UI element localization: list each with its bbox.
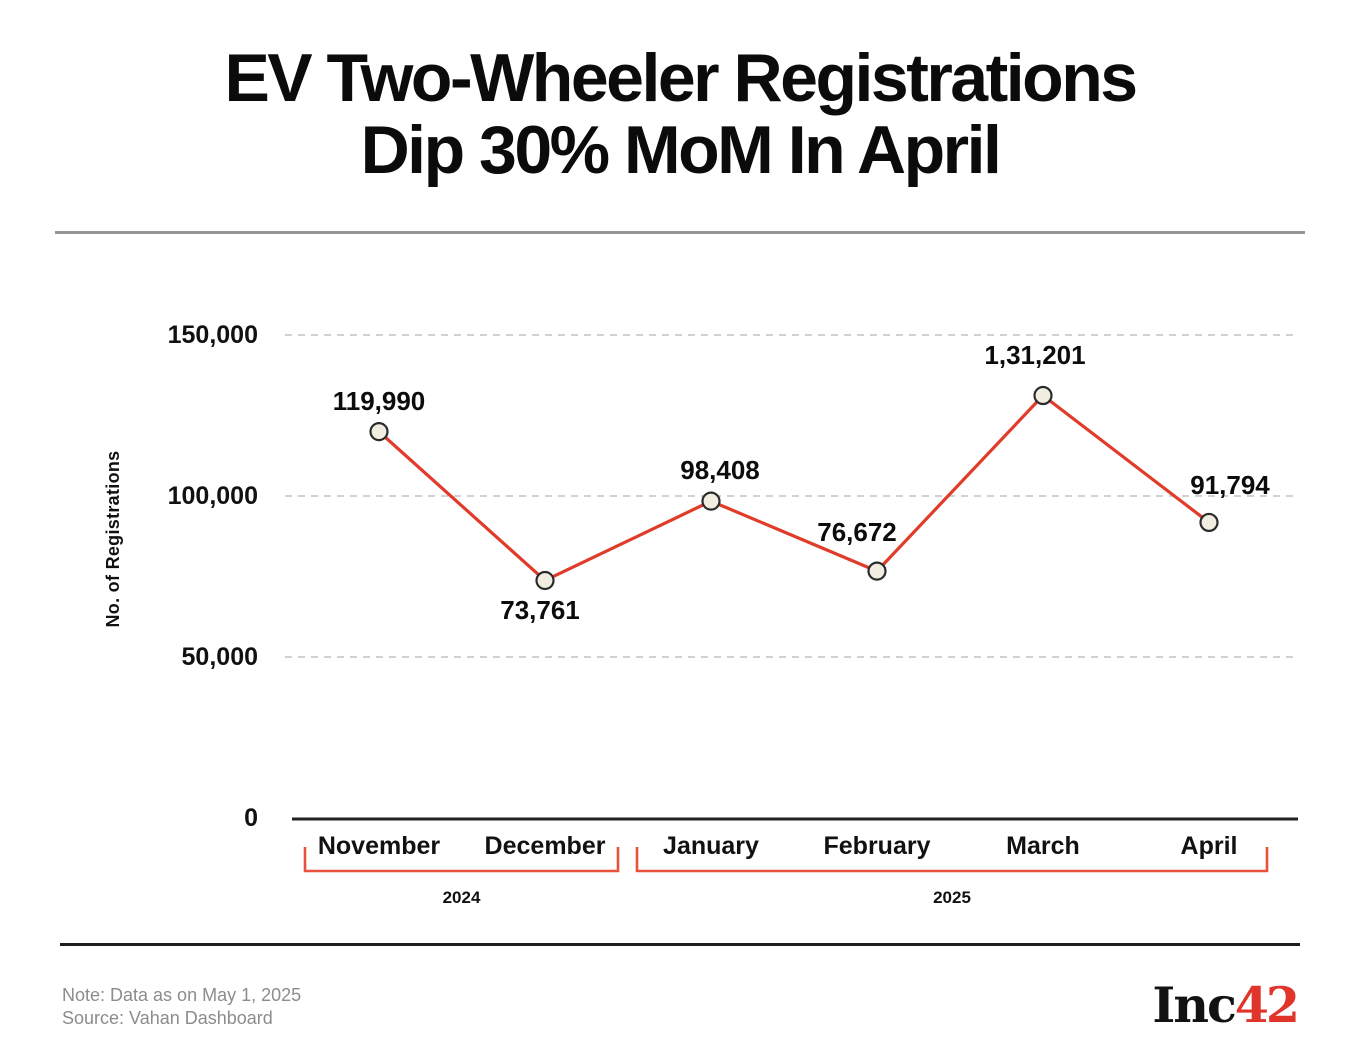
data-point [701,491,721,511]
note-text: Note: Data as on May 1, 2025 [62,985,302,1005]
y-tick-label: 100,000 [167,482,258,510]
chart-title-line-2: Dip 30% MoM In April [360,112,1002,188]
month-label: April [1180,832,1238,860]
y-tick-label: 0 [244,804,258,832]
y-tick-label: 150,000 [167,321,258,349]
data-point [1199,512,1219,533]
top-divider [55,231,1305,234]
value-label: 73,761 [500,595,580,626]
y-tick-label: 50,000 [181,643,258,671]
month-label: December [484,832,606,860]
page-title: EV Two-Wheeler Registrations Dip 30% MoM… [0,42,1360,186]
logo-text-red: 42 [1234,976,1300,1034]
inc42-logo: Inc42 [1152,975,1300,1035]
value-label: 119,990 [332,385,426,416]
month-label: February [823,832,931,860]
data-point [369,422,389,442]
data-point [867,561,887,581]
value-label: 98,408 [680,455,760,486]
footnote-block: Note: Data as on May 1, 2025 Source: Vah… [62,984,301,1030]
logo-text-black: Inc [1152,976,1236,1034]
source-text: Source: Vahan Dashboard [62,1008,273,1028]
value-label: 76,672 [817,517,897,548]
chart-title-line-1: EV Two-Wheeler Registrations [224,40,1138,116]
value-label: 1,31,201 [984,339,1086,370]
year-label: 2025 [933,888,971,907]
data-point [1033,385,1053,406]
bottom-divider [60,943,1300,946]
data-point [535,570,555,591]
month-label: January [663,832,759,860]
month-label: March [1006,832,1080,860]
series-line [377,393,1210,583]
year-bracket [635,847,1269,873]
month-label: November [317,832,441,860]
year-label: 2024 [442,888,481,907]
value-label: 91,794 [1190,470,1270,501]
year-bracket [303,847,620,873]
